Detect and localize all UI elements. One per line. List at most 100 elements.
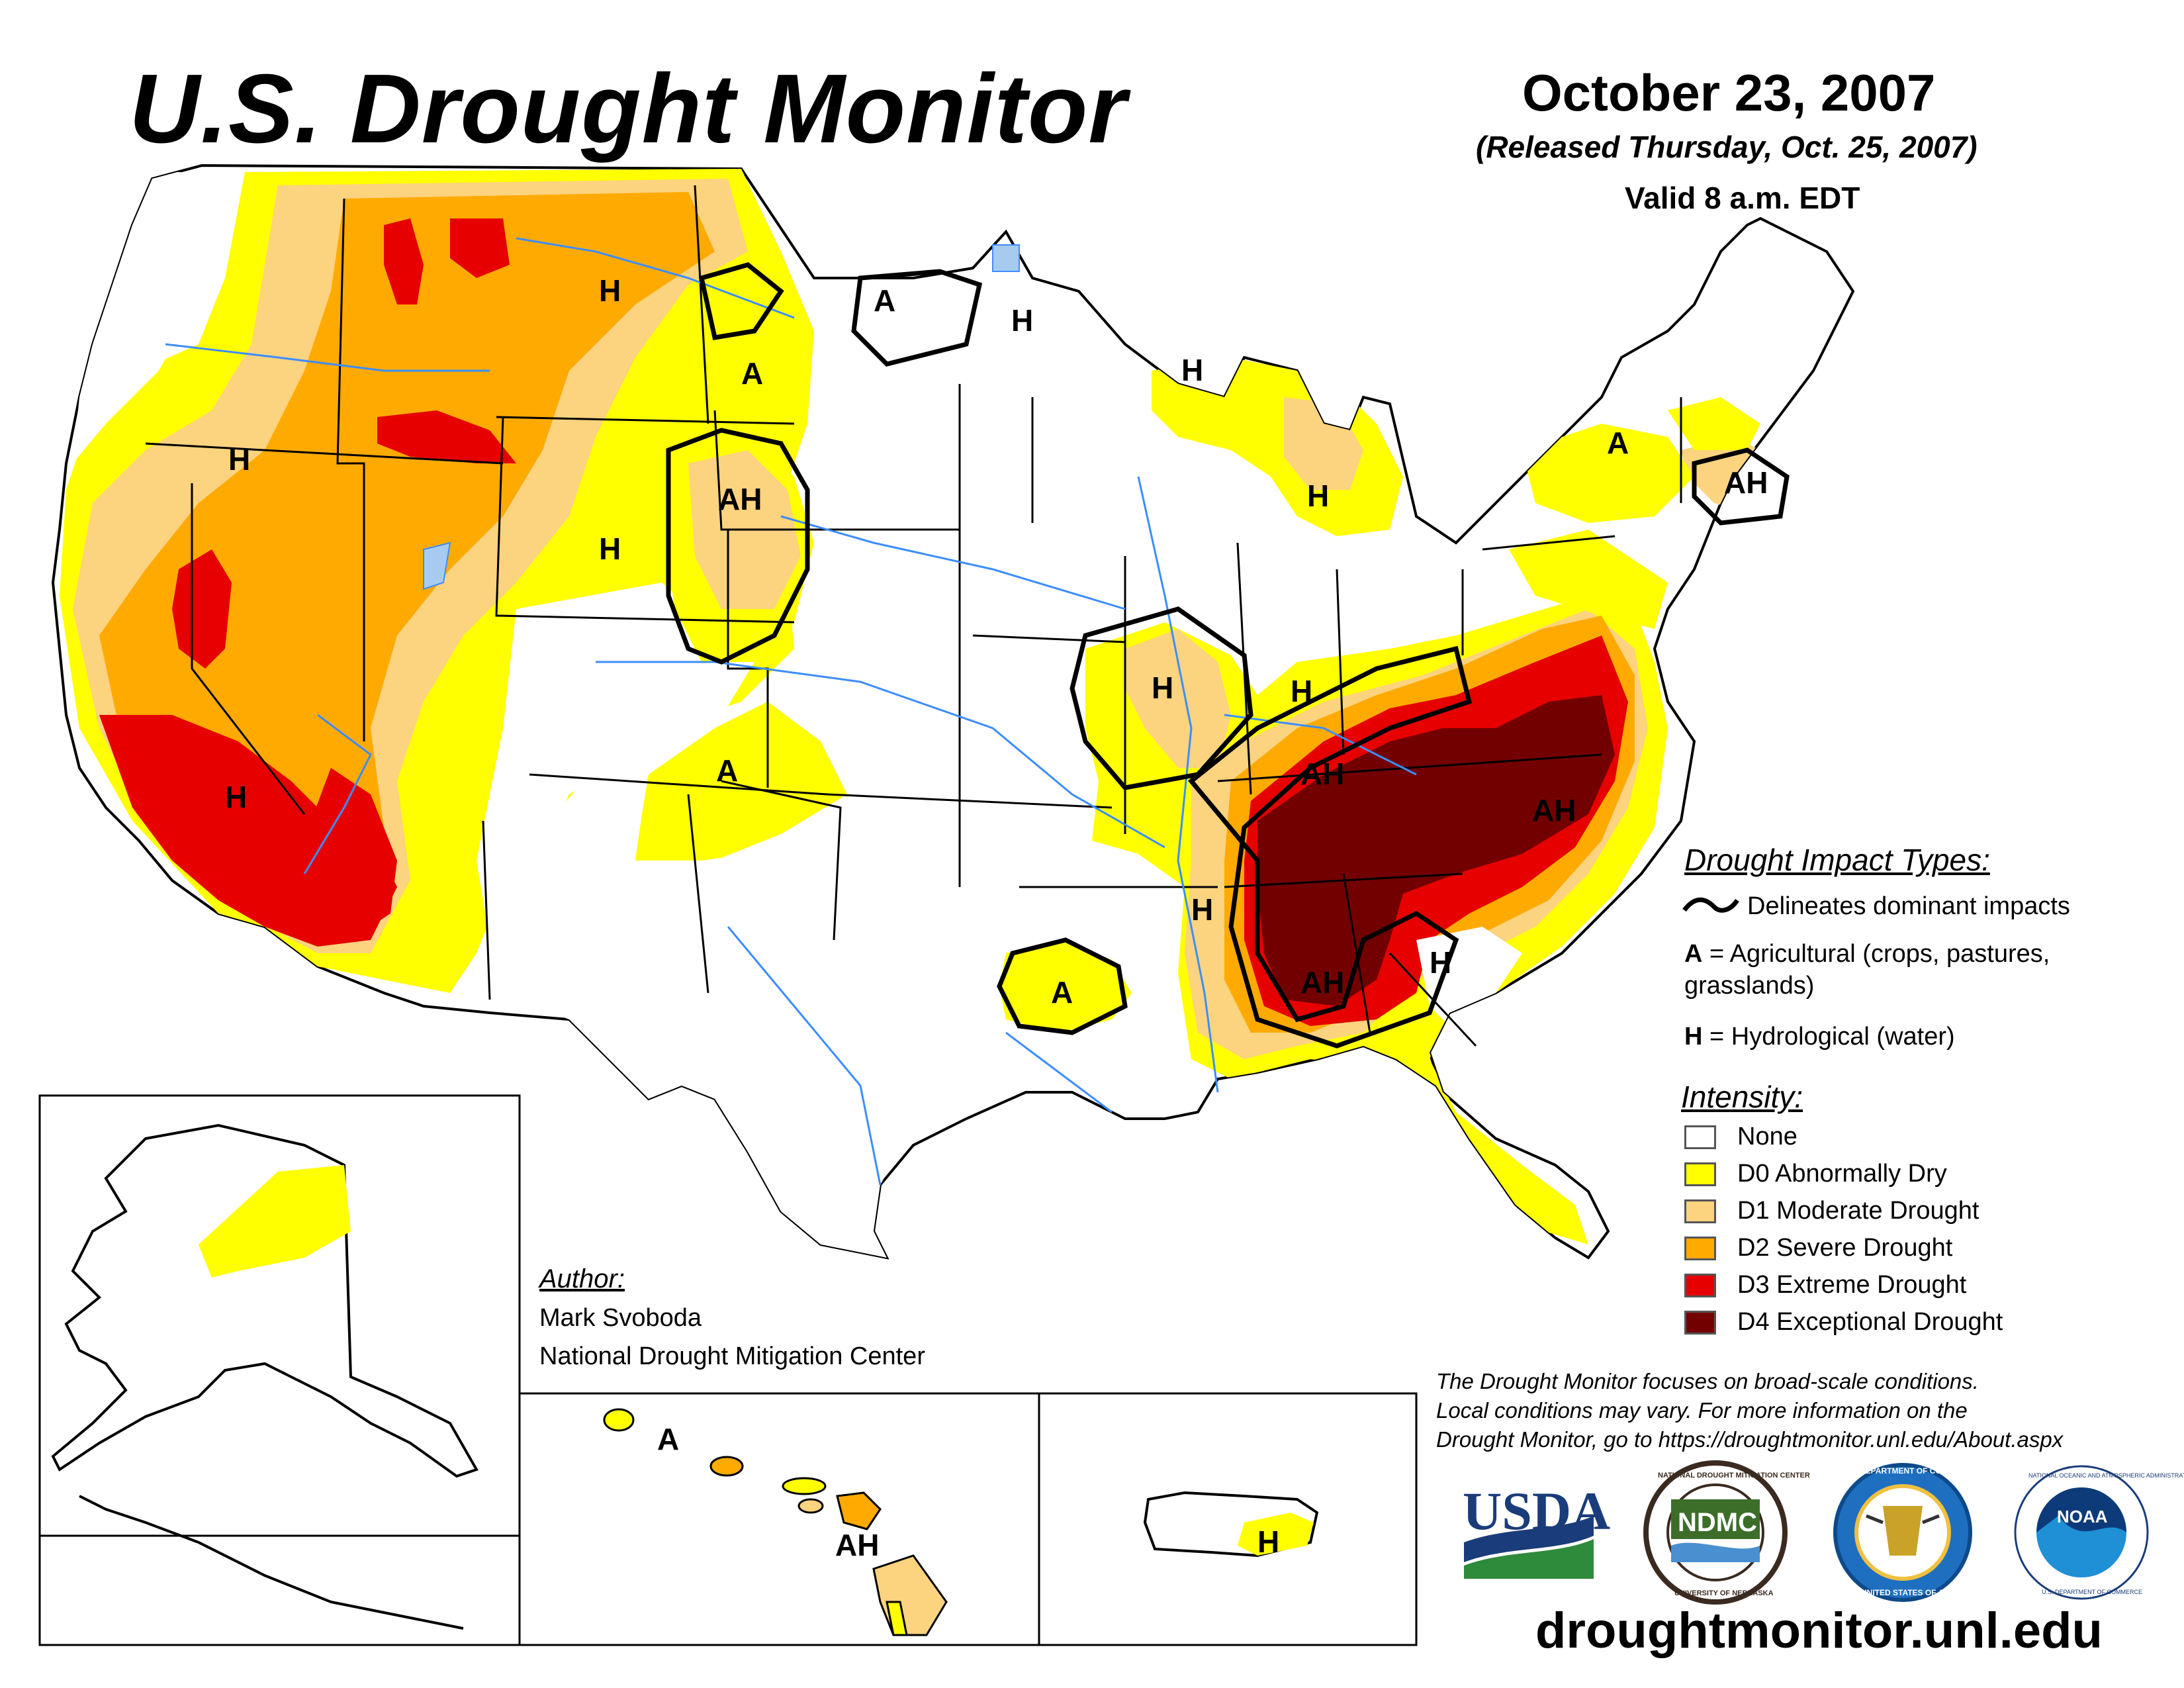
intensity-label: None xyxy=(1737,1123,1797,1150)
hydro-text: = Hydrological (water) xyxy=(1709,1023,1955,1051)
disclaimer-line-3[interactable]: Drought Monitor, go to https://droughtmo… xyxy=(1436,1427,2064,1452)
label-ah-tennessee: AH xyxy=(1300,757,1344,791)
hydro-key: H xyxy=(1684,1023,1703,1051)
label-a-texas: A xyxy=(1051,975,1073,1009)
disclaimer-line-1: The Drought Monitor focuses on broad-sca… xyxy=(1436,1369,1979,1393)
label-a-new-york: A xyxy=(1607,426,1629,460)
label-a-north-dakota: A xyxy=(874,283,895,318)
intensity-label: D4 Exceptional Drought xyxy=(1737,1308,2003,1336)
impact-delineations xyxy=(666,262,1790,1049)
label-a-colorado: A xyxy=(716,753,738,788)
intensity-label: D2 Severe Drought xyxy=(1737,1234,1953,1262)
intensity-label: D1 Moderate Drought xyxy=(1737,1197,1979,1225)
drought-d0-alaska xyxy=(199,1165,351,1278)
drought-d0-new-york xyxy=(1522,424,1694,523)
noaa-logo: NOAA NATIONAL OCEANIC AND ATMOSPHERIC AD… xyxy=(2014,1465,2184,1600)
website-link[interactable]: droughtmonitor.unl.edu xyxy=(1535,1603,2103,1659)
svg-text:UNIVERSITY OF NEBRASKA: UNIVERSITY OF NEBRASKA xyxy=(1674,1589,1774,1597)
intensity-swatch xyxy=(1684,1162,1716,1186)
valid-time: Valid 8 a.m. EDT xyxy=(1625,181,1860,215)
svg-text:DEPARTMENT OF COMMERCE: DEPARTMENT OF COMMERCE xyxy=(1860,1466,1977,1476)
label-h-oregon: H xyxy=(228,442,250,477)
impact-legend-hydrological: H = Hydrological (water) xyxy=(1684,1023,1955,1051)
intensity-swatch xyxy=(1684,1237,1716,1260)
label-ah-nebraska: AH xyxy=(718,482,762,516)
label-h-montana: H xyxy=(599,273,621,308)
map-date: October 23, 2007 xyxy=(1522,64,1936,122)
label-h-minnesota: H xyxy=(1011,303,1033,338)
drought-d0-texas-ark xyxy=(999,940,1132,1033)
drought-d0-puerto-rico xyxy=(1238,1513,1314,1556)
label-h-kentucky: H xyxy=(1291,674,1312,708)
map-title: U.S. Drought Monitor xyxy=(129,54,1127,164)
alaska-peninsula xyxy=(79,1495,464,1630)
drought-d3-montana-n xyxy=(450,218,510,278)
intensity-label: D3 Extreme Drought xyxy=(1737,1271,1967,1299)
state-boundaries xyxy=(145,185,1682,1047)
hawaii-inset-frame xyxy=(518,1392,1040,1646)
author-org: National Drought Mitigation Center xyxy=(539,1342,925,1370)
agri-key: A xyxy=(1684,940,1703,968)
label-ah-new-england: AH xyxy=(1724,465,1768,500)
label-ah-alabama: AH xyxy=(1300,965,1344,1000)
intensity-swatch xyxy=(1684,1311,1716,1335)
drought-d0-new-england xyxy=(1668,397,1760,450)
great-lakes xyxy=(423,244,1020,590)
drought-d1-illinois xyxy=(1125,629,1231,768)
delineation-legend-curve xyxy=(1682,897,1739,913)
no-drought-texas xyxy=(503,847,1032,1258)
label-h-upper-michigan: H xyxy=(1181,353,1203,387)
drought-d3-arizona xyxy=(298,768,397,940)
drought-d3-montana-nw xyxy=(384,218,424,305)
intensity-swatch xyxy=(1684,1274,1716,1297)
impact-legend-agricultural-2: grasslands) xyxy=(1684,972,1815,1000)
rivers xyxy=(165,237,1417,1186)
label-h-georgia: H xyxy=(1430,945,1451,980)
hawaii-islands xyxy=(603,1408,948,1636)
author-heading: Author: xyxy=(539,1264,625,1293)
label-h-puerto-rico: H xyxy=(1257,1524,1279,1559)
svg-text:U.S. DEPARTMENT OF COMMERCE: U.S. DEPARTMENT OF COMMERCE xyxy=(2042,1589,2142,1595)
intensity-label: D0 Abnormally Dry xyxy=(1737,1160,1947,1188)
ndmc-logo: NDMC NATIONAL DROUGHT MITIGATION CENTER … xyxy=(1643,1460,1810,1605)
label-h-wyoming: H xyxy=(599,532,621,566)
label-ah-hawaii: AH xyxy=(835,1528,879,1562)
impact-legend-agricultural: A = Agricultural (crops, pastures, xyxy=(1684,940,2050,968)
svg-text:UNITED STATES OF AMERICA: UNITED STATES OF AMERICA xyxy=(1861,1588,1976,1597)
svg-text:NATIONAL OCEANIC AND ATMOSPHER: NATIONAL OCEANIC AND ATMOSPHERIC ADMINIS… xyxy=(2028,1472,2184,1479)
intensity-swatch xyxy=(1684,1125,1716,1149)
impact-labels: H H H H A A H AH A H H A AH H H AH AH H … xyxy=(225,273,1768,1009)
agri-text: = Agricultural (crops, pastures, xyxy=(1709,940,2050,968)
label-h-mississippi: H xyxy=(1191,892,1213,927)
label-a-hawaii: A xyxy=(657,1422,679,1456)
commerce-logo: DEPARTMENT OF COMMERCE UNITED STATES OF … xyxy=(1833,1463,1977,1602)
no-drought-plains xyxy=(477,583,754,940)
no-drought-dakotas xyxy=(821,318,993,503)
svg-text:NATIONAL DROUGHT MITIGATION CE: NATIONAL DROUGHT MITIGATION CENTER xyxy=(1658,1472,1810,1479)
drought-d3-nevada xyxy=(172,549,232,669)
drought-d3-idaho xyxy=(377,410,516,463)
drought-d0-new-mexico xyxy=(635,702,847,900)
puerto-rico-inset-frame xyxy=(1038,1392,1418,1646)
label-ah-carolinas: AH xyxy=(1532,793,1576,827)
impact-legend-delineates: Delineates dominant impacts xyxy=(1747,892,2070,920)
drought-d0-northeast xyxy=(1509,530,1668,629)
intensity-swatch xyxy=(1684,1199,1716,1223)
svg-text:NDMC: NDMC xyxy=(1678,1508,1757,1537)
alaska-inset-frame xyxy=(38,1094,521,1646)
svg-text:NOAA: NOAA xyxy=(2057,1507,2108,1526)
label-h-michigan: H xyxy=(1307,479,1329,513)
usda-logo: USDA xyxy=(1463,1481,1610,1579)
label-h-california: H xyxy=(225,780,247,814)
impact-legend-heading: Drought Impact Types: xyxy=(1684,843,1990,877)
disclaimer-note: The Drought Monitor focuses on broad-sca… xyxy=(1436,1367,2177,1454)
disclaimer-line-2: Local conditions may vary. For more info… xyxy=(1436,1398,1968,1423)
author-name: Mark Svoboda xyxy=(539,1304,702,1332)
no-drought-georgia xyxy=(1416,927,1522,1033)
intensity-legend-heading: Intensity: xyxy=(1681,1080,1803,1114)
release-date: (Released Thursday, Oct. 25, 2007) xyxy=(1476,130,1978,164)
label-h-illinois: H xyxy=(1152,671,1173,705)
label-a-dakotas: A xyxy=(741,356,763,391)
alaska-outline xyxy=(51,1123,478,1478)
